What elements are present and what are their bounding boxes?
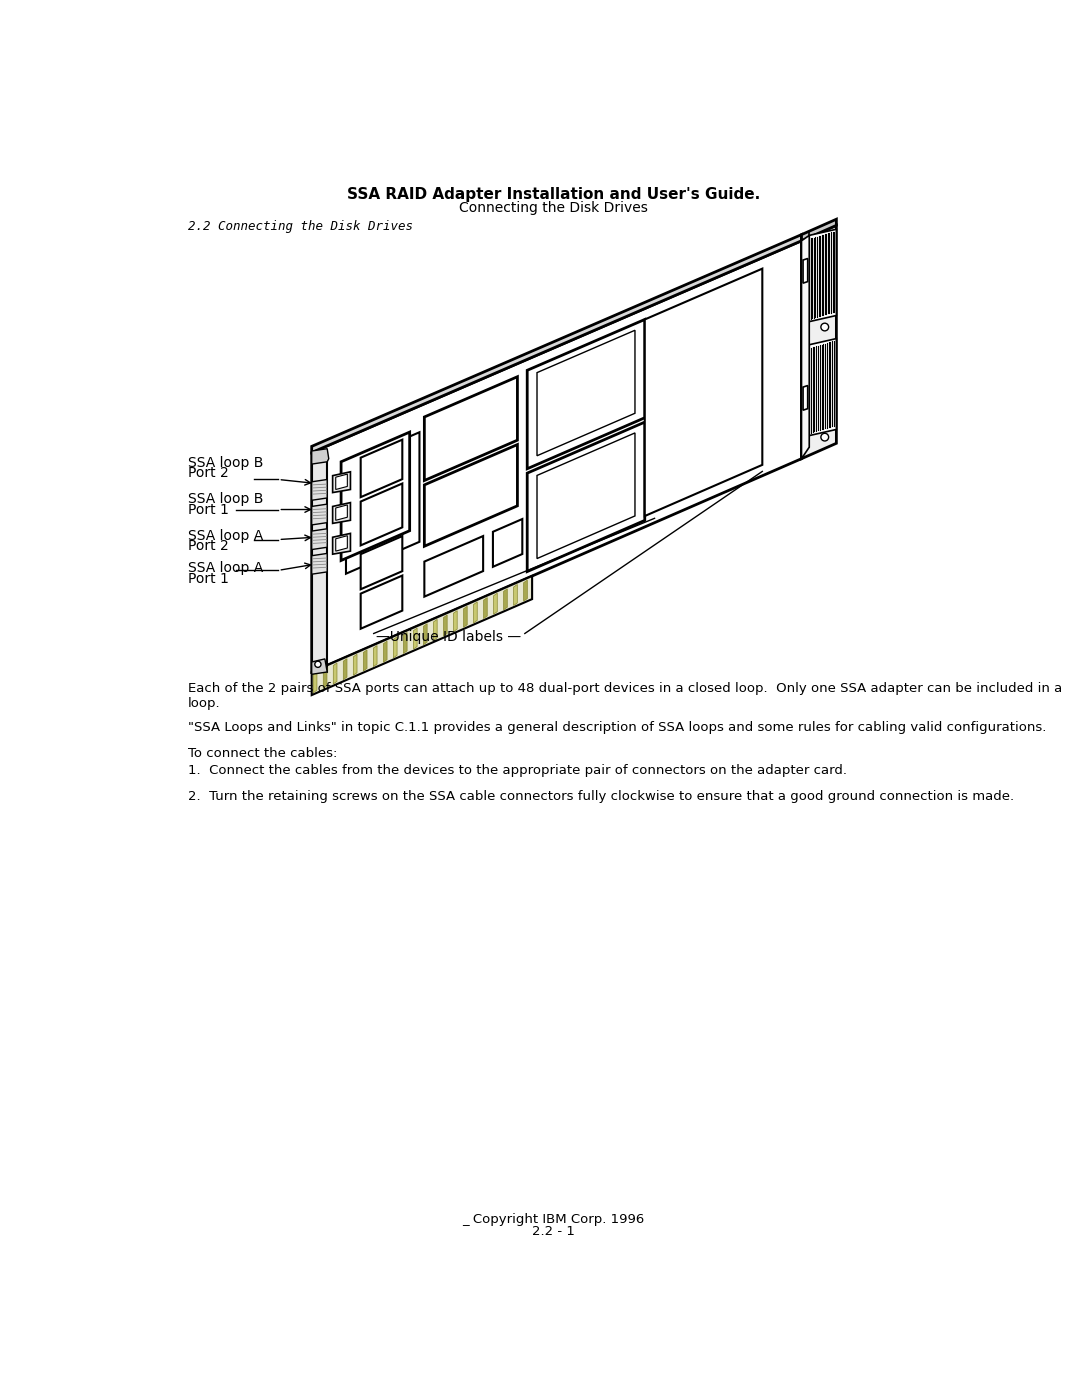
Polygon shape xyxy=(414,629,417,650)
Polygon shape xyxy=(404,633,407,654)
Polygon shape xyxy=(527,422,645,571)
Polygon shape xyxy=(334,664,337,685)
Text: _ Copyright IBM Corp. 1996: _ Copyright IBM Corp. 1996 xyxy=(462,1213,645,1225)
Polygon shape xyxy=(312,240,801,672)
Text: SSA loop B: SSA loop B xyxy=(188,455,264,469)
Circle shape xyxy=(821,323,828,331)
Polygon shape xyxy=(492,520,523,567)
Polygon shape xyxy=(312,529,327,549)
Polygon shape xyxy=(312,504,327,525)
Polygon shape xyxy=(346,432,419,574)
Text: SSA RAID Adapter Installation and User's Guide.: SSA RAID Adapter Installation and User's… xyxy=(347,187,760,203)
Polygon shape xyxy=(361,440,403,497)
Polygon shape xyxy=(494,594,497,615)
Polygon shape xyxy=(336,474,348,489)
Polygon shape xyxy=(312,576,532,696)
Text: 1.  Connect the cables from the devices to the appropriate pair of connectors on: 1. Connect the cables from the devices t… xyxy=(188,764,847,777)
Polygon shape xyxy=(809,229,836,321)
Text: To connect the cables:: To connect the cables: xyxy=(188,746,337,760)
Polygon shape xyxy=(333,503,350,524)
Text: Port 1: Port 1 xyxy=(188,503,229,517)
Polygon shape xyxy=(503,588,508,610)
Polygon shape xyxy=(484,598,487,619)
Polygon shape xyxy=(336,504,348,520)
Polygon shape xyxy=(454,610,457,631)
Polygon shape xyxy=(527,320,645,469)
Polygon shape xyxy=(312,448,328,464)
Polygon shape xyxy=(424,377,517,481)
Polygon shape xyxy=(809,338,836,436)
Polygon shape xyxy=(463,606,468,627)
Polygon shape xyxy=(801,225,836,458)
Polygon shape xyxy=(336,535,348,550)
Polygon shape xyxy=(524,580,527,601)
Polygon shape xyxy=(312,553,327,574)
Text: 2.2 Connecting the Disk Drives: 2.2 Connecting the Disk Drives xyxy=(188,219,413,233)
Text: SSA loop A: SSA loop A xyxy=(188,562,262,576)
Polygon shape xyxy=(312,235,801,453)
Polygon shape xyxy=(313,672,316,693)
Text: —Unique ID labels —: —Unique ID labels — xyxy=(376,630,522,644)
Text: SSA loop A: SSA loop A xyxy=(188,528,262,542)
Polygon shape xyxy=(801,219,836,240)
Text: Connecting the Disk Drives: Connecting the Disk Drives xyxy=(459,201,648,215)
Text: Each of the 2 pairs of SSA ports can attach up to 48 dual-port devices in a clos: Each of the 2 pairs of SSA ports can att… xyxy=(188,682,1062,710)
Polygon shape xyxy=(424,444,517,546)
Polygon shape xyxy=(433,619,437,640)
Polygon shape xyxy=(424,536,483,597)
Polygon shape xyxy=(801,236,809,458)
Polygon shape xyxy=(423,623,428,645)
Polygon shape xyxy=(804,386,808,411)
Text: SSA loop B: SSA loop B xyxy=(188,492,264,506)
Text: Port 2: Port 2 xyxy=(188,539,229,553)
Text: 2.  Turn the retaining screws on the SSA cable connectors fully clockwise to ens: 2. Turn the retaining screws on the SSA … xyxy=(188,789,1014,803)
Polygon shape xyxy=(374,645,377,666)
Polygon shape xyxy=(312,479,327,500)
Polygon shape xyxy=(514,584,517,605)
Polygon shape xyxy=(383,641,387,662)
Polygon shape xyxy=(804,258,808,284)
Polygon shape xyxy=(312,453,327,672)
Polygon shape xyxy=(353,654,357,675)
Polygon shape xyxy=(361,536,403,590)
Polygon shape xyxy=(333,472,350,493)
Polygon shape xyxy=(361,483,403,545)
Text: Port 2: Port 2 xyxy=(188,467,229,481)
Polygon shape xyxy=(333,534,350,555)
Polygon shape xyxy=(537,330,635,455)
Polygon shape xyxy=(473,602,477,623)
Polygon shape xyxy=(444,615,447,636)
Text: Port 1: Port 1 xyxy=(188,571,229,585)
Circle shape xyxy=(821,433,828,441)
Polygon shape xyxy=(341,432,409,560)
Polygon shape xyxy=(323,668,327,689)
Polygon shape xyxy=(537,433,635,559)
Circle shape xyxy=(314,661,321,668)
Text: "SSA Loops and Links" in topic C.1.1 provides a general description of SSA loops: "SSA Loops and Links" in topic C.1.1 pro… xyxy=(188,721,1047,733)
Polygon shape xyxy=(312,659,327,675)
Polygon shape xyxy=(363,650,367,671)
Polygon shape xyxy=(393,637,397,658)
Polygon shape xyxy=(361,576,403,629)
Polygon shape xyxy=(645,268,762,515)
Text: 2.2 - 1: 2.2 - 1 xyxy=(532,1225,575,1238)
Polygon shape xyxy=(343,658,347,680)
